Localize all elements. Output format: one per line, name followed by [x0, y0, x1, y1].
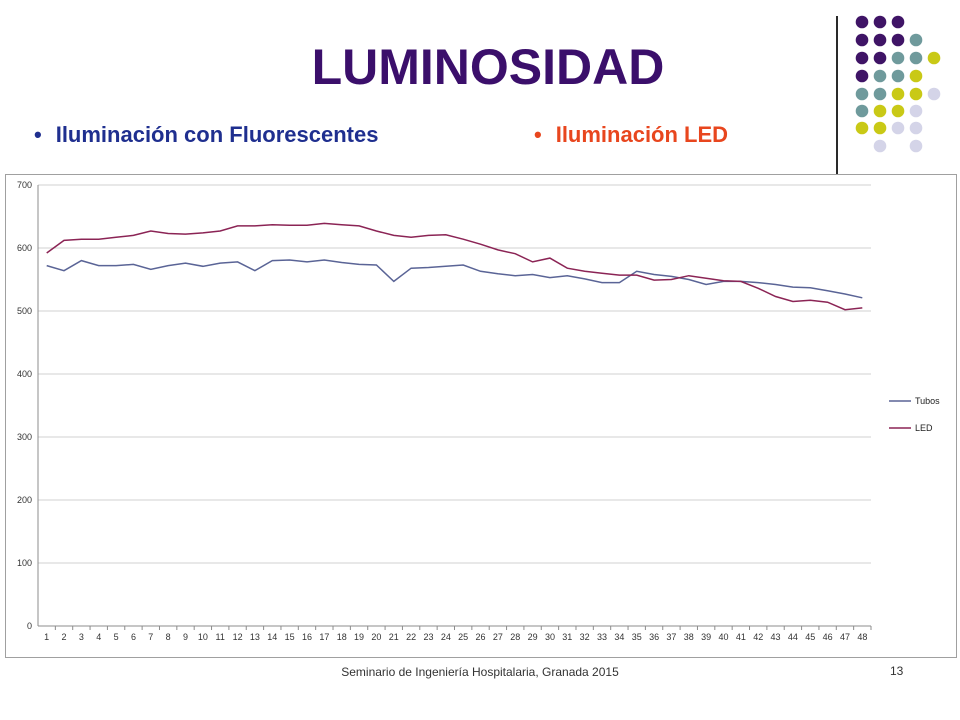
x-tick-label: 42: [753, 632, 763, 642]
x-tick-label: 7: [148, 632, 153, 642]
x-tick-label: 9: [183, 632, 188, 642]
bullet-led: • Iluminación LED: [534, 122, 728, 148]
x-tick-label: 10: [198, 632, 208, 642]
x-tick-label: 36: [649, 632, 659, 642]
y-tick-label: 700: [17, 180, 32, 190]
x-tick-label: 40: [718, 632, 728, 642]
x-tick-label: 35: [632, 632, 642, 642]
x-tick-label: 13: [250, 632, 260, 642]
vertical-divider-line: [836, 16, 838, 174]
x-tick-label: 21: [389, 632, 399, 642]
x-tick-label: 34: [614, 632, 624, 642]
slide-title: LUMINOSIDAD: [311, 39, 665, 95]
x-tick-label: 46: [823, 632, 833, 642]
x-tick-label: 28: [510, 632, 520, 642]
page-number: 13: [890, 664, 904, 678]
x-tick-label: 30: [545, 632, 555, 642]
x-tick-label: 45: [805, 632, 815, 642]
x-tick-label: 31: [562, 632, 572, 642]
x-tick-label: 20: [371, 632, 381, 642]
footer-text: Seminario de Ingeniería Hospitalaria, Gr…: [341, 665, 619, 679]
x-tick-label: 33: [597, 632, 607, 642]
x-tick-label: 12: [233, 632, 243, 642]
x-tick-label: 18: [337, 632, 347, 642]
y-tick-label: 300: [17, 432, 32, 442]
x-tick-label: 14: [267, 632, 277, 642]
x-tick-label: 6: [131, 632, 136, 642]
legend-label-tubos: Tubos: [915, 396, 940, 406]
y-tick-label: 0: [27, 621, 32, 631]
x-tick-label: 37: [666, 632, 676, 642]
series-line-led: [46, 222, 863, 311]
x-tick-label: 15: [285, 632, 295, 642]
x-tick-label: 17: [319, 632, 329, 642]
x-tick-label: 38: [684, 632, 694, 642]
bullet-dot-icon: •: [534, 122, 542, 147]
x-tick-label: 1: [44, 632, 49, 642]
x-tick-label: 22: [406, 632, 416, 642]
x-tick-label: 2: [62, 632, 67, 642]
x-tick-label: 29: [528, 632, 538, 642]
x-tick-label: 11: [216, 632, 225, 642]
x-tick-label: 47: [840, 632, 850, 642]
y-tick-label: 100: [17, 558, 32, 568]
x-tick-label: 48: [857, 632, 867, 642]
x-tick-label: 27: [493, 632, 503, 642]
chart-container: 0 100 200 300 400 500 600 700 1 2 3 4 5 6 7 8 9 10 11 12 13 1…: [5, 174, 957, 658]
dot-row-8: [873, 139, 923, 153]
x-tick-label: 25: [458, 632, 468, 642]
bullet-fluorescent: • Iluminación con Fluorescentes: [34, 122, 378, 148]
x-tick-label: 24: [441, 632, 451, 642]
y-tick-label: 500: [17, 306, 32, 316]
x-tick-label: 5: [114, 632, 119, 642]
x-tick-label: 44: [788, 632, 798, 642]
series-line-tubos: [46, 259, 863, 299]
bullet-dot-icon: •: [34, 122, 42, 147]
x-tick-label: 8: [166, 632, 171, 642]
bullet-fluorescent-label: Iluminación con Fluorescentes: [55, 122, 379, 147]
x-tick-label: 3: [79, 632, 84, 642]
x-tick-label: 19: [354, 632, 364, 642]
y-tick-label: 400: [17, 369, 32, 379]
x-tick-label: 26: [476, 632, 486, 642]
x-tick-label: 41: [736, 632, 746, 642]
dot-row-1: [855, 15, 905, 29]
bullet-led-label: Iluminación LED: [555, 122, 729, 147]
x-tick-label: 16: [302, 632, 312, 642]
dot-row-7: [855, 121, 923, 135]
x-tick-label: 32: [580, 632, 590, 642]
x-tick-label: 39: [701, 632, 711, 642]
dot-row-6: [855, 104, 923, 118]
x-tick-label: 4: [96, 632, 101, 642]
y-tick-label: 600: [17, 243, 32, 253]
x-tick-label: 23: [423, 632, 433, 642]
y-tick-label: 200: [17, 495, 32, 505]
legend-label-led: LED: [915, 423, 933, 433]
x-tick-label: 43: [771, 632, 781, 642]
